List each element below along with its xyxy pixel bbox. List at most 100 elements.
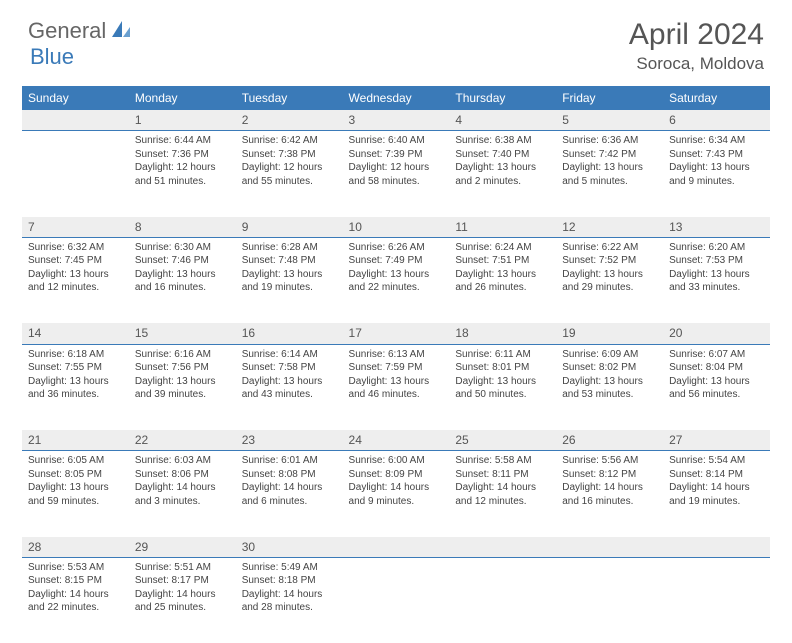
week-row: Sunrise: 6:32 AMSunset: 7:45 PMDaylight:… bbox=[22, 237, 770, 323]
day-number-cell: 3 bbox=[343, 110, 450, 131]
day-number: 2 bbox=[242, 113, 249, 127]
weekday-header-row: Sunday Monday Tuesday Wednesday Thursday… bbox=[22, 86, 770, 110]
brand-part1: General bbox=[28, 18, 106, 44]
sunrise-line: Sunrise: 5:49 AM bbox=[242, 561, 337, 575]
day-number-cell: 12 bbox=[556, 217, 663, 238]
day-number-cell: 11 bbox=[449, 217, 556, 238]
sunrise-line: Sunrise: 6:16 AM bbox=[135, 348, 230, 362]
sunset-line: Sunset: 8:18 PM bbox=[242, 574, 337, 588]
sunset-line: Sunset: 8:08 PM bbox=[242, 468, 337, 482]
weekday-header: Monday bbox=[129, 86, 236, 110]
day-number-cell: 1 bbox=[129, 110, 236, 131]
daylight-line: Daylight: 13 hours and 50 minutes. bbox=[455, 375, 550, 402]
day-number: 28 bbox=[28, 540, 41, 554]
sunrise-line: Sunrise: 6:09 AM bbox=[562, 348, 657, 362]
daylight-line: Daylight: 13 hours and 16 minutes. bbox=[135, 268, 230, 295]
sunset-line: Sunset: 8:06 PM bbox=[135, 468, 230, 482]
day-number-cell: 29 bbox=[129, 537, 236, 558]
sunset-line: Sunset: 7:45 PM bbox=[28, 254, 123, 268]
day-number: 25 bbox=[455, 433, 468, 447]
day-number-cell: 27 bbox=[663, 430, 770, 451]
day-number: 14 bbox=[28, 326, 41, 340]
daylight-line: Daylight: 12 hours and 55 minutes. bbox=[242, 161, 337, 188]
sunrise-line: Sunrise: 6:18 AM bbox=[28, 348, 123, 362]
daylight-line: Daylight: 13 hours and 33 minutes. bbox=[669, 268, 764, 295]
daylight-line: Daylight: 14 hours and 9 minutes. bbox=[349, 481, 444, 508]
day-cell: Sunrise: 5:53 AMSunset: 8:15 PMDaylight:… bbox=[22, 557, 129, 643]
daynum-row: 21222324252627 bbox=[22, 430, 770, 451]
day-number-cell: 10 bbox=[343, 217, 450, 238]
day-number: 5 bbox=[562, 113, 569, 127]
sunset-line: Sunset: 7:58 PM bbox=[242, 361, 337, 375]
day-number-cell: 6 bbox=[663, 110, 770, 131]
day-number-cell: 2 bbox=[236, 110, 343, 131]
day-cell: Sunrise: 6:18 AMSunset: 7:55 PMDaylight:… bbox=[22, 344, 129, 430]
day-number: 23 bbox=[242, 433, 255, 447]
daylight-line: Daylight: 14 hours and 12 minutes. bbox=[455, 481, 550, 508]
day-number: 18 bbox=[455, 326, 468, 340]
day-number-cell: 28 bbox=[22, 537, 129, 558]
sunset-line: Sunset: 8:11 PM bbox=[455, 468, 550, 482]
logo-sail-icon bbox=[111, 20, 131, 43]
sunset-line: Sunset: 8:05 PM bbox=[28, 468, 123, 482]
sunrise-line: Sunrise: 5:51 AM bbox=[135, 561, 230, 575]
sunrise-line: Sunrise: 6:28 AM bbox=[242, 241, 337, 255]
day-number: 24 bbox=[349, 433, 362, 447]
day-cell: Sunrise: 6:36 AMSunset: 7:42 PMDaylight:… bbox=[556, 131, 663, 217]
day-cell: Sunrise: 6:30 AMSunset: 7:46 PMDaylight:… bbox=[129, 237, 236, 323]
daylight-line: Daylight: 14 hours and 3 minutes. bbox=[135, 481, 230, 508]
day-number-cell: 4 bbox=[449, 110, 556, 131]
day-number: 30 bbox=[242, 540, 255, 554]
sunset-line: Sunset: 7:38 PM bbox=[242, 148, 337, 162]
daylight-line: Daylight: 14 hours and 19 minutes. bbox=[669, 481, 764, 508]
daylight-line: Daylight: 14 hours and 16 minutes. bbox=[562, 481, 657, 508]
daylight-line: Daylight: 13 hours and 19 minutes. bbox=[242, 268, 337, 295]
sunrise-line: Sunrise: 6:22 AM bbox=[562, 241, 657, 255]
daylight-line: Daylight: 13 hours and 36 minutes. bbox=[28, 375, 123, 402]
day-number-cell: 25 bbox=[449, 430, 556, 451]
day-number-cell: 8 bbox=[129, 217, 236, 238]
sunrise-line: Sunrise: 6:36 AM bbox=[562, 134, 657, 148]
day-number: 10 bbox=[349, 220, 362, 234]
day-cell: Sunrise: 6:03 AMSunset: 8:06 PMDaylight:… bbox=[129, 451, 236, 537]
day-cell: Sunrise: 6:00 AMSunset: 8:09 PMDaylight:… bbox=[343, 451, 450, 537]
daynum-row: 78910111213 bbox=[22, 217, 770, 238]
day-cell bbox=[556, 557, 663, 643]
sunrise-line: Sunrise: 6:00 AM bbox=[349, 454, 444, 468]
sunrise-line: Sunrise: 6:05 AM bbox=[28, 454, 123, 468]
daylight-line: Daylight: 14 hours and 22 minutes. bbox=[28, 588, 123, 615]
day-cell: Sunrise: 6:22 AMSunset: 7:52 PMDaylight:… bbox=[556, 237, 663, 323]
brand-part2-wrap: Blue bbox=[28, 44, 74, 70]
day-number-cell: 24 bbox=[343, 430, 450, 451]
day-number: 20 bbox=[669, 326, 682, 340]
day-cell: Sunrise: 6:07 AMSunset: 8:04 PMDaylight:… bbox=[663, 344, 770, 430]
day-number: 22 bbox=[135, 433, 148, 447]
day-cell: Sunrise: 5:56 AMSunset: 8:12 PMDaylight:… bbox=[556, 451, 663, 537]
page-header: General April 2024 Soroca, Moldova bbox=[0, 0, 792, 82]
day-number: 21 bbox=[28, 433, 41, 447]
sunrise-line: Sunrise: 6:30 AM bbox=[135, 241, 230, 255]
day-number-cell: 30 bbox=[236, 537, 343, 558]
week-row: Sunrise: 5:53 AMSunset: 8:15 PMDaylight:… bbox=[22, 557, 770, 643]
day-number: 17 bbox=[349, 326, 362, 340]
day-number-cell: 21 bbox=[22, 430, 129, 451]
day-number-cell bbox=[22, 110, 129, 131]
day-number: 1 bbox=[135, 113, 142, 127]
sunset-line: Sunset: 8:14 PM bbox=[669, 468, 764, 482]
day-number: 9 bbox=[242, 220, 249, 234]
sunrise-line: Sunrise: 5:56 AM bbox=[562, 454, 657, 468]
daylight-line: Daylight: 13 hours and 53 minutes. bbox=[562, 375, 657, 402]
daylight-line: Daylight: 12 hours and 51 minutes. bbox=[135, 161, 230, 188]
day-number: 3 bbox=[349, 113, 356, 127]
daynum-row: 14151617181920 bbox=[22, 323, 770, 344]
day-number-cell bbox=[663, 537, 770, 558]
day-number-cell: 13 bbox=[663, 217, 770, 238]
daylight-line: Daylight: 14 hours and 28 minutes. bbox=[242, 588, 337, 615]
sunset-line: Sunset: 8:02 PM bbox=[562, 361, 657, 375]
location-label: Soroca, Moldova bbox=[629, 54, 764, 74]
sunrise-line: Sunrise: 6:03 AM bbox=[135, 454, 230, 468]
day-cell: Sunrise: 5:58 AMSunset: 8:11 PMDaylight:… bbox=[449, 451, 556, 537]
daylight-line: Daylight: 13 hours and 2 minutes. bbox=[455, 161, 550, 188]
sunset-line: Sunset: 7:49 PM bbox=[349, 254, 444, 268]
day-cell bbox=[449, 557, 556, 643]
